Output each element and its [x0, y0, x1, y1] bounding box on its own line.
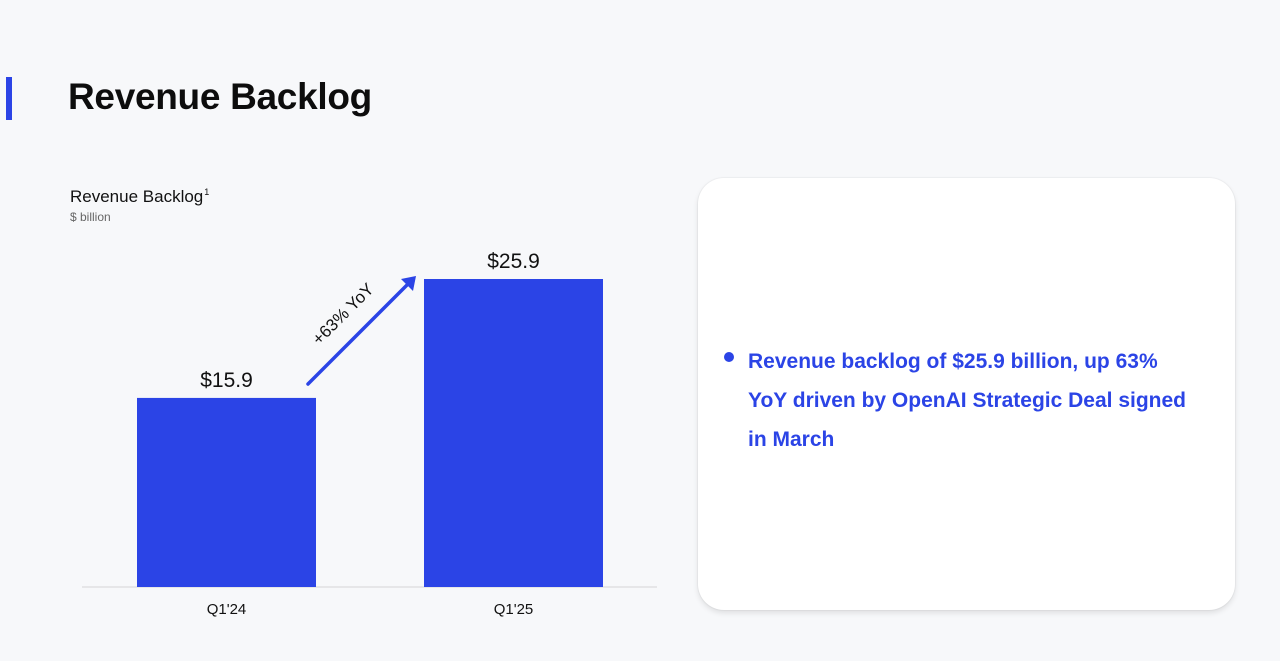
bar-0 — [137, 397, 316, 587]
bar-chart: $15.9 Q1'24 $25.9 Q1'25 +63% YoY — [82, 250, 657, 618]
title-accent-bar — [6, 77, 12, 120]
bullet-dot-icon — [724, 352, 734, 362]
bar-value-label-0: $15.9 — [200, 369, 253, 392]
bar-value-label-1: $25.9 — [487, 250, 540, 273]
chart-title-footnote: 1 — [204, 187, 210, 198]
bar-1 — [424, 279, 603, 587]
chart-title-text: Revenue Backlog — [70, 187, 204, 206]
growth-arrow-head-icon — [401, 276, 416, 291]
page-title: Revenue Backlog — [68, 76, 372, 117]
x-tick-label-1: Q1'25 — [494, 601, 534, 618]
yoy-growth-annotation: +63% YoY — [308, 279, 377, 348]
chart-title: Revenue Backlog1 — [70, 187, 209, 207]
x-tick-label-0: Q1'24 — [207, 601, 247, 618]
chart-unit-subtitle: $ billion — [70, 210, 111, 224]
commentary-card: Revenue backlog of $25.9 billion, up 63%… — [698, 178, 1235, 610]
commentary-bullet: Revenue backlog of $25.9 billion, up 63%… — [724, 342, 1194, 459]
growth-arrow-line — [306, 279, 413, 386]
commentary-bullet-text: Revenue backlog of $25.9 billion, up 63%… — [748, 350, 1187, 451]
